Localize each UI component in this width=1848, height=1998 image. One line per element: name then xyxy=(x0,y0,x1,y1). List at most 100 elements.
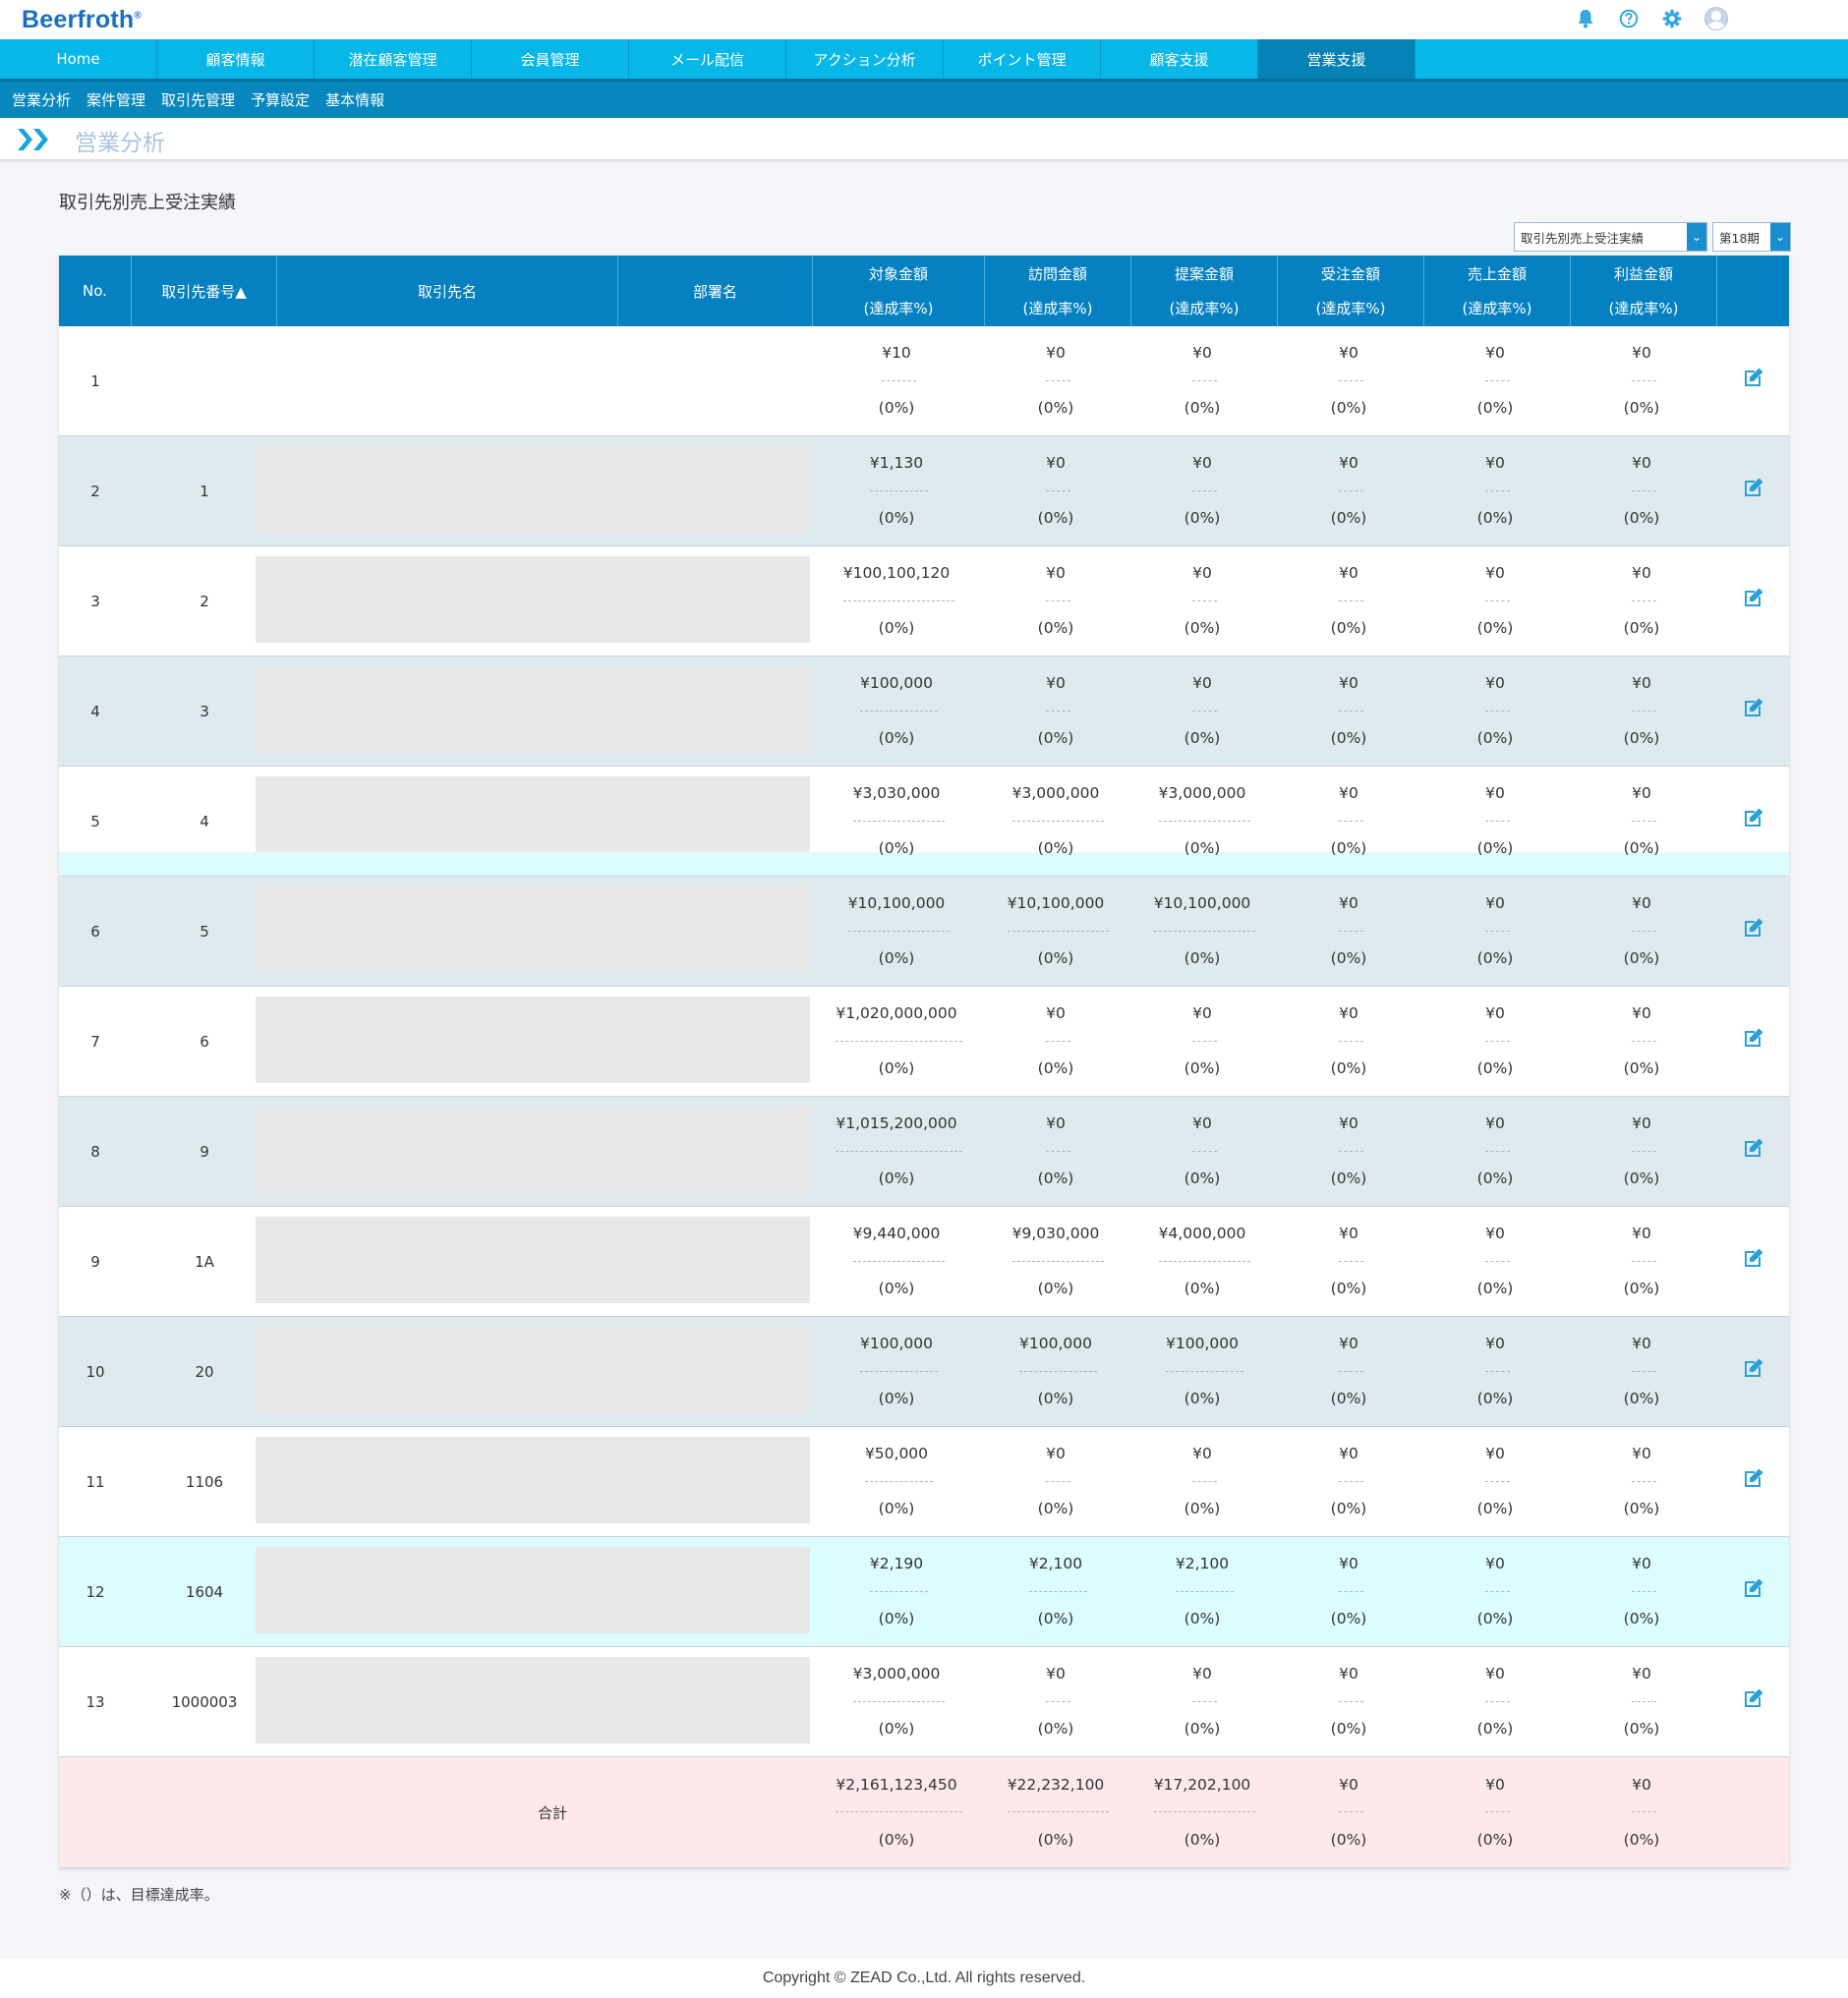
edit-icon[interactable] xyxy=(1742,1136,1765,1160)
bell-icon[interactable] xyxy=(1575,8,1596,29)
table-row[interactable]: 9 1A ¥9,440,000 (0%) ¥9,030,000 (0%) ¥4,000,00… xyxy=(59,1207,1789,1317)
row-number: 8 xyxy=(90,1142,100,1161)
row-number: 4 xyxy=(90,702,100,720)
nav-mail[interactable]: メール配信 xyxy=(629,39,786,79)
edit-icon[interactable] xyxy=(1742,1356,1765,1380)
total-label: 合計 xyxy=(537,1803,567,1822)
report-select[interactable]: 取引先別売上受注実績 ⌄ xyxy=(1514,222,1707,252)
edit-icon[interactable] xyxy=(1742,1686,1765,1710)
nav-customer-support[interactable]: 顧客支援 xyxy=(1101,39,1258,79)
client-name-masked xyxy=(256,1657,810,1743)
app-logo[interactable]: Beerfroth® xyxy=(22,6,142,33)
amount-cell: ¥0 (0%) xyxy=(985,1427,1131,1536)
achievement-rate: (0%) xyxy=(878,399,915,418)
table-row[interactable]: 7 6 ¥1,020,000,000 (0%) ¥0 (0%) ¥0 (0%) ¥0 (0%) ¥0… xyxy=(59,987,1789,1097)
table-row[interactable]: 13 1000003 ¥3,000,000 (0%) ¥0 (0%) ¥0 (0%) ¥0 (0%… xyxy=(59,1647,1789,1757)
table-row[interactable]: 12 1604 ¥2,190 (0%) ¥2,100 (0%) ¥2,100 (0%) ¥0 (0… xyxy=(59,1537,1789,1647)
table-row[interactable]: 1 ¥10 (0%) ¥0 (0%) ¥0 (0%) ¥0 (0%) ¥0 (0%) ¥0 (0%) xyxy=(59,326,1789,436)
edit-icon[interactable] xyxy=(1742,1576,1765,1600)
subnav-deals[interactable]: 案件管理 xyxy=(87,91,146,109)
table-row[interactable]: 8 9 ¥1,015,200,000 (0%) ¥0 (0%) ¥0 (0%) ¥0 (0%) ¥0… xyxy=(59,1097,1789,1207)
row-number: 12 xyxy=(86,1582,105,1601)
row-number: 10 xyxy=(86,1362,105,1381)
achievement-rate: (0%) xyxy=(1037,1831,1074,1849)
table-row[interactable]: 6 5 ¥10,100,000 (0%) ¥10,100,000 (0%) ¥10,100,… xyxy=(59,877,1789,987)
nav-home[interactable]: Home xyxy=(0,39,157,79)
nav-points[interactable]: ポイント管理 xyxy=(944,39,1101,79)
amount-value: ¥0 xyxy=(1485,1757,1510,1812)
edit-icon[interactable] xyxy=(1742,696,1765,719)
achievement-rate: (0%) xyxy=(1330,1720,1367,1739)
edit-icon[interactable] xyxy=(1742,1246,1765,1270)
amount-value: ¥0 xyxy=(1632,987,1656,1042)
nav-prospects[interactable]: 潜在顧客管理 xyxy=(315,39,472,79)
col-client-name[interactable]: 取引先名 xyxy=(277,256,618,326)
col-proposal-amount[interactable]: 提案金額 (達成率%) xyxy=(1131,256,1278,326)
amount-value: ¥2,100 xyxy=(1175,1537,1235,1592)
edit-icon[interactable] xyxy=(1742,366,1765,389)
col-visit-amount[interactable]: 訪問金額 (達成率%) xyxy=(985,256,1131,326)
amount-cell: ¥22,232,100 (0%) xyxy=(985,1757,1131,1867)
subnav-basic-info[interactable]: 基本情報 xyxy=(325,91,385,109)
nav-action-analysis[interactable]: アクション分析 xyxy=(786,39,944,79)
achievement-rate: (0%) xyxy=(878,839,915,858)
col-profit-amount[interactable]: 利益金額 (達成率%) xyxy=(1571,256,1717,326)
col-department[interactable]: 部署名 xyxy=(618,256,813,326)
edit-icon[interactable] xyxy=(1742,586,1765,609)
client-name-masked xyxy=(256,886,810,973)
subnav-clients[interactable]: 取引先管理 xyxy=(161,91,236,109)
nav-customer-info[interactable]: 顧客情報 xyxy=(157,39,315,79)
table-row[interactable]: 5 4 ¥3,030,000 (0%) ¥3,000,000 (0%) ¥3,000,000… xyxy=(59,767,1789,877)
edit-icon[interactable] xyxy=(1742,1466,1765,1490)
col-target-amount[interactable]: 対象金額 (達成率%) xyxy=(813,256,985,326)
amount-cell: ¥0 (0%) xyxy=(1424,656,1571,766)
amount-value: ¥3,000,000 xyxy=(852,1647,946,1702)
col-no[interactable]: No. xyxy=(59,256,132,326)
subnav-sales-analysis[interactable]: 営業分析 xyxy=(12,91,72,109)
achievement-rate: (0%) xyxy=(878,949,915,968)
amount-cell: ¥0 (0%) xyxy=(1278,1207,1424,1316)
subnav-budget[interactable]: 予算設定 xyxy=(251,91,311,109)
achievement-rate: (0%) xyxy=(1330,1280,1367,1298)
achievement-rate: (0%) xyxy=(1184,839,1221,858)
amount-value: ¥0 xyxy=(1339,767,1363,822)
achievement-rate: (0%) xyxy=(1476,1720,1514,1739)
achievement-rate: (0%) xyxy=(1037,399,1074,418)
table-row[interactable]: 3 2 ¥100,100,120 (0%) ¥0 (0%) ¥0 (0%) ¥0 (0%) ¥0 (0… xyxy=(59,546,1789,656)
client-code: 2 xyxy=(200,592,209,610)
period-select[interactable]: 第18期 ⌄ xyxy=(1712,222,1791,252)
amount-value: ¥0 xyxy=(1339,987,1363,1042)
achievement-rate: (0%) xyxy=(1476,949,1514,968)
amount-value: ¥2,161,123,450 xyxy=(836,1757,962,1812)
col-order-amount[interactable]: 受注金額 (達成率%) xyxy=(1278,256,1424,326)
table-row[interactable]: 2 1 ¥1,130 (0%) ¥0 (0%) ¥0 (0%) ¥0 (0%) ¥0 (0%) ¥0 (0… xyxy=(59,436,1789,546)
edit-icon[interactable] xyxy=(1742,476,1765,499)
achievement-rate: (0%) xyxy=(878,1500,915,1518)
table-row[interactable]: 11 1106 ¥50,000 (0%) ¥0 (0%) ¥0 (0%) ¥0 (0%) ¥0 (0%… xyxy=(59,1427,1789,1537)
nav-members[interactable]: 会員管理 xyxy=(472,39,629,79)
amount-value: ¥0 xyxy=(1339,1207,1363,1262)
footer: Copyright © ZEAD Co.,Ltd. All rights res… xyxy=(0,1959,1848,1998)
amount-value: ¥0 xyxy=(1046,1647,1070,1702)
achievement-rate: (0%) xyxy=(1330,1831,1367,1849)
col-client-code[interactable]: 取引先番号▲ xyxy=(132,256,277,326)
col-sales-amount[interactable]: 売上金額 (達成率%) xyxy=(1424,256,1571,326)
user-icon[interactable] xyxy=(1704,7,1728,30)
help-icon[interactable] xyxy=(1618,8,1640,29)
achievement-rate: (0%) xyxy=(1330,619,1367,638)
row-number: 3 xyxy=(90,592,100,610)
edit-icon[interactable] xyxy=(1742,806,1765,829)
amount-value: ¥0 xyxy=(1632,877,1656,932)
table-row[interactable]: 4 3 ¥100,000 (0%) ¥0 (0%) ¥0 (0%) ¥0 (0%) ¥0 (0%) ¥0… xyxy=(59,656,1789,767)
action-cell xyxy=(1717,877,1789,986)
edit-icon[interactable] xyxy=(1742,1026,1765,1050)
table-row[interactable]: 10 20 ¥100,000 (0%) ¥100,000 (0%) ¥100,000 (0%)… xyxy=(59,1317,1789,1427)
achievement-rate: (0%) xyxy=(1476,839,1514,858)
achievement-rate: (0%) xyxy=(1623,1390,1660,1408)
achievement-rate: (0%) xyxy=(1184,1059,1221,1078)
edit-icon[interactable] xyxy=(1742,916,1765,940)
nav-sales-support[interactable]: 営業支援 xyxy=(1258,39,1415,79)
amount-cell: ¥0 (0%) xyxy=(1278,877,1424,986)
gear-icon[interactable] xyxy=(1661,8,1683,29)
report-filters: 取引先別売上受注実績 ⌄ 第18期 ⌄ xyxy=(1514,222,1791,252)
